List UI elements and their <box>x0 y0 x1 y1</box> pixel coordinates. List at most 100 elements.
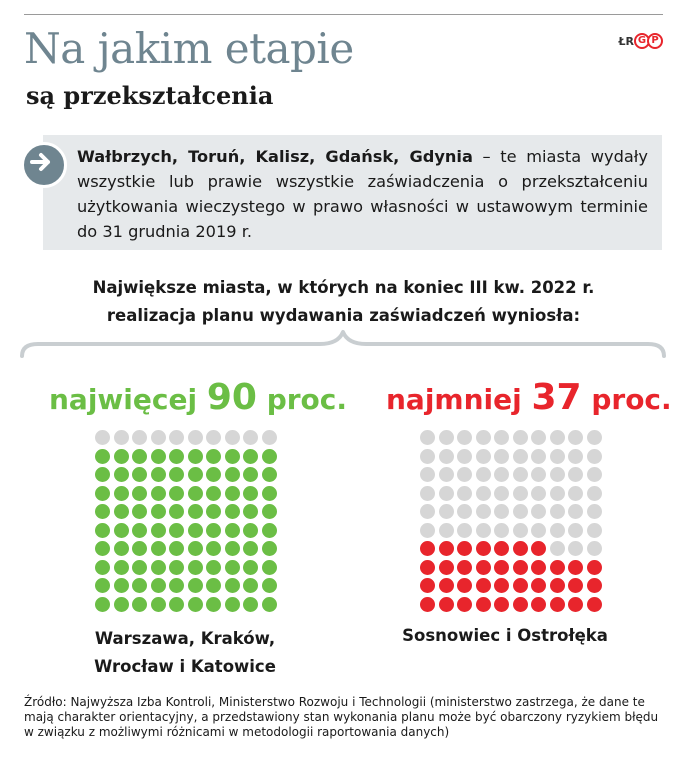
waffle-dot-filled <box>150 541 166 556</box>
waffle-dot-filled <box>169 596 184 612</box>
waffle-dot-filled <box>132 541 147 556</box>
chart-question: Największe miasta, w których na koniec I… <box>0 274 687 330</box>
waffle-dot-empty <box>568 448 583 464</box>
waffle-dot-filled <box>261 578 277 593</box>
waffle-chart-max <box>95 430 285 612</box>
waffle-dot-empty <box>420 522 435 538</box>
waffle-dot-filled <box>206 504 221 519</box>
waffle-dot-filled <box>243 559 258 575</box>
info-description: – te miasta wydały wszystkie lub prawie … <box>77 147 648 241</box>
waffle-dot-filled <box>438 559 454 575</box>
waffle-dot-filled <box>206 541 221 556</box>
waffle-dot-filled <box>243 504 258 519</box>
waffle-dot-empty <box>531 522 546 538</box>
waffle-dot-filled <box>512 541 528 556</box>
waffle-dot-empty <box>206 430 221 445</box>
page-title: Na jakim etapie <box>24 24 354 73</box>
waffle-dot-empty <box>512 430 528 445</box>
waffle-dot-filled <box>261 522 277 538</box>
waffle-dot-empty <box>549 485 565 501</box>
waffle-dot-filled <box>150 467 166 482</box>
waffle-dot-filled <box>568 596 583 612</box>
waffle-dot-empty <box>568 430 583 445</box>
waffle-dot-filled <box>261 448 277 464</box>
waffle-dot-filled <box>494 541 509 556</box>
waffle-dot-filled <box>206 467 221 482</box>
waffle-dot-filled <box>187 541 203 556</box>
curly-brace-divider <box>20 330 666 358</box>
waffle-dot-filled <box>224 541 240 556</box>
waffle-dot-filled <box>132 596 147 612</box>
waffle-dot-empty <box>549 467 565 482</box>
waffle-dot-empty <box>531 504 546 519</box>
waffle-dot-filled <box>531 578 546 593</box>
waffle-dot-filled <box>187 522 203 538</box>
waffle-dot-empty <box>475 504 491 519</box>
waffle-dot-filled <box>95 596 110 612</box>
waffle-dot-filled <box>150 578 166 593</box>
waffle-dot-filled <box>261 467 277 482</box>
waffle-dot-filled <box>113 541 129 556</box>
question-line-1: Największe miasta, w których na koniec I… <box>92 278 595 297</box>
waffle-dot-filled <box>586 578 602 593</box>
waffle-dot-empty <box>457 485 472 501</box>
info-text: Wałbrzych, Toruń, Kalisz, Gdańsk, Gdynia… <box>77 144 648 244</box>
waffle-dot-filled <box>512 559 528 575</box>
waffle-dot-empty <box>586 522 602 538</box>
waffle-dot-filled <box>224 485 240 501</box>
waffle-dot-empty <box>494 504 509 519</box>
waffle-dot-filled <box>475 541 491 556</box>
max-label: najwięcej 90 proc. <box>49 380 347 416</box>
waffle-dot-empty <box>95 430 110 445</box>
page-subtitle: są przekształcenia <box>26 81 274 110</box>
waffle-dot-empty <box>549 504 565 519</box>
min-label-prefix: najmniej <box>386 383 522 416</box>
waffle-dot-empty <box>512 448 528 464</box>
waffle-dot-filled <box>206 596 221 612</box>
waffle-dot-filled <box>420 559 435 575</box>
waffle-dot-filled <box>150 596 166 612</box>
waffle-dot-empty <box>243 430 258 445</box>
waffle-dot-filled <box>224 578 240 593</box>
waffle-dot-empty <box>420 430 435 445</box>
waffle-dot-filled <box>224 559 240 575</box>
waffle-dot-filled <box>132 504 147 519</box>
info-box: Wałbrzych, Toruń, Kalisz, Gdańsk, Gdynia… <box>43 135 662 250</box>
waffle-dot-filled <box>187 504 203 519</box>
waffle-dot-filled <box>224 596 240 612</box>
waffle-dot-filled <box>549 596 565 612</box>
waffle-dot-filled <box>224 504 240 519</box>
waffle-dot-empty <box>494 522 509 538</box>
waffle-dot-filled <box>113 559 129 575</box>
waffle-dot-empty <box>494 467 509 482</box>
waffle-dot-empty <box>224 430 240 445</box>
waffle-dot-filled <box>95 522 110 538</box>
waffle-dot-filled <box>95 467 110 482</box>
waffle-dot-empty <box>586 504 602 519</box>
top-rule <box>24 14 663 15</box>
waffle-dot-filled <box>224 522 240 538</box>
waffle-dot-filled <box>586 596 602 612</box>
waffle-dot-filled <box>494 578 509 593</box>
waffle-dot-filled <box>187 448 203 464</box>
waffle-dot-filled <box>224 448 240 464</box>
waffle-dot-filled <box>206 448 221 464</box>
waffle-dot-filled <box>169 448 184 464</box>
waffle-dot-filled <box>243 448 258 464</box>
waffle-dot-empty <box>132 430 147 445</box>
waffle-dot-filled <box>420 596 435 612</box>
info-cities: Wałbrzych, Toruń, Kalisz, Gdańsk, Gdynia <box>77 147 473 166</box>
waffle-dot-filled <box>169 559 184 575</box>
waffle-dot-empty <box>586 430 602 445</box>
min-label: najmniej 37 proc. <box>386 380 672 416</box>
waffle-dot-filled <box>169 467 184 482</box>
waffle-dot-filled <box>243 522 258 538</box>
waffle-dot-empty <box>568 485 583 501</box>
waffle-dot-filled <box>132 578 147 593</box>
waffle-dot-filled <box>95 504 110 519</box>
waffle-dot-filled <box>568 578 583 593</box>
waffle-dot-empty <box>586 448 602 464</box>
waffle-dot-filled <box>113 596 129 612</box>
waffle-dot-empty <box>457 504 472 519</box>
waffle-dot-filled <box>261 559 277 575</box>
